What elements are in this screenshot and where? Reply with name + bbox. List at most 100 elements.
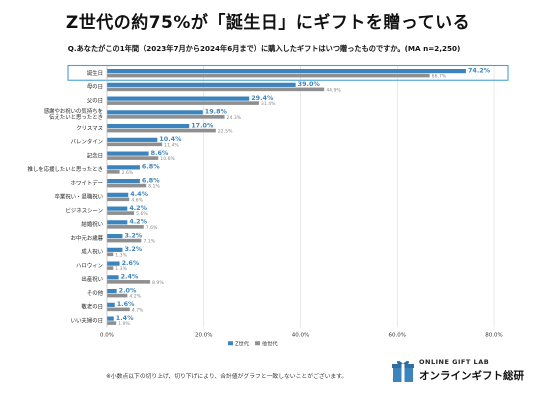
bar-other-generation — [107, 142, 163, 147]
value-label-other-generation: 7.6% — [146, 225, 158, 231]
bar-other-generation — [107, 266, 114, 270]
bar-other-generation — [107, 211, 135, 215]
x-tick-label: 60.0% — [389, 332, 406, 338]
category-label: 記念日 — [87, 151, 103, 159]
value-label-other-generation: 66.7% — [432, 74, 447, 80]
value-label-other-generation: 1.3% — [115, 252, 127, 258]
value-label-z-generation: 8.6% — [151, 149, 169, 157]
bar-other-generation — [107, 238, 142, 243]
category-label: バレンタイン — [71, 138, 103, 146]
value-label-z-generation: 17.0% — [191, 121, 214, 129]
legend-label-other-generation: 他世代 — [262, 339, 278, 347]
legend-swatch-z-generation — [228, 341, 233, 346]
value-label-other-generation: 8.1% — [148, 184, 160, 190]
bar-other-generation — [107, 307, 130, 312]
bar-other-generation — [107, 128, 216, 133]
value-label-other-generation: 1.9% — [118, 321, 130, 327]
value-label-other-generation: 10.6% — [160, 156, 175, 162]
x-tick-label: 40.0% — [292, 332, 309, 338]
value-label-other-generation: 5.6% — [136, 211, 148, 217]
category-label: その他 — [87, 289, 104, 297]
bar-z-generation — [107, 275, 119, 280]
value-label-z-generation: 2.6% — [122, 259, 140, 267]
bar-other-generation — [107, 293, 128, 298]
bar-other-generation — [107, 197, 130, 202]
value-label-z-generation: 1.4% — [116, 314, 134, 322]
value-label-z-generation: 3.2% — [124, 245, 142, 253]
value-label-other-generation: 8.9% — [152, 280, 164, 286]
bar-z-generation — [107, 234, 123, 239]
bar-z-generation — [107, 261, 120, 266]
logo-title: オンラインギフト総研 — [419, 370, 524, 382]
legend-swatch-other-generation — [255, 341, 260, 346]
value-label-other-generation: 4.7% — [132, 307, 144, 313]
x-tick-label: 20.0% — [195, 332, 212, 338]
value-label-z-generation: 2.0% — [119, 286, 137, 294]
value-label-z-generation: 1.6% — [117, 300, 135, 308]
category-label: 結婚祝い — [81, 220, 103, 228]
bar-other-generation — [107, 87, 325, 92]
value-label-z-generation: 6.8% — [142, 176, 160, 184]
headline: Z世代の約75%が「誕生日」にギフトを贈っている — [65, 13, 471, 33]
brand-logo: ONLINE GIFT LAB オンラインギフト総研 — [392, 355, 532, 395]
bar-z-generation — [107, 137, 158, 142]
category-label: いい夫婦の日 — [71, 316, 103, 324]
x-tick-label: 80.0% — [485, 332, 502, 338]
value-label-z-generation: 2.4% — [121, 273, 139, 281]
bar-z-generation — [107, 96, 250, 101]
value-label-z-generation: 3.2% — [124, 231, 142, 239]
bar-z-generation — [107, 316, 114, 321]
value-label-other-generation: 4.2% — [129, 294, 141, 300]
value-label-z-generation: 39.0% — [298, 80, 321, 88]
bar-other-generation — [107, 156, 159, 160]
bar-z-generation — [107, 69, 466, 74]
bar-other-generation — [107, 115, 225, 119]
bar-z-generation — [107, 124, 190, 129]
value-label-other-generation: 44.9% — [326, 87, 341, 93]
value-label-other-generation: 4.6% — [131, 197, 143, 203]
bar-other-generation — [107, 225, 144, 229]
bar-other-generation — [107, 252, 114, 257]
value-label-z-generation: 4.2% — [129, 204, 147, 212]
category-label: 伝えたいと思ったとき — [49, 113, 103, 121]
bar-z-generation — [107, 192, 129, 197]
category-label: 敬老の日 — [81, 303, 103, 311]
value-label-other-generation: 31.4% — [261, 101, 276, 107]
gift-box-icon — [392, 360, 414, 382]
category-label: ホワイトデー — [71, 179, 103, 187]
survey-question: Q.あなたがこの1年間（2023年7月から2024年6月まで）に購入したギフトは… — [67, 44, 461, 53]
category-label: 出産祝い — [81, 275, 103, 283]
bar-z-generation — [107, 220, 128, 225]
bar-z-generation — [107, 151, 149, 156]
bar-z-generation — [107, 302, 115, 307]
value-label-z-generation: 29.4% — [251, 94, 274, 102]
value-label-z-generation: 74.2% — [468, 66, 491, 74]
value-label-other-generation: 22.5% — [218, 129, 233, 135]
bar-other-generation — [107, 280, 151, 284]
bar-z-generation — [107, 206, 128, 211]
value-label-z-generation: 10.4% — [159, 135, 182, 143]
bar-other-generation — [107, 183, 147, 188]
category-label: 卒業祝い・退職祝い — [54, 193, 103, 201]
value-label-other-generation: 11.4% — [164, 142, 179, 148]
bar-z-generation — [107, 179, 140, 184]
value-label-z-generation: 4.2% — [129, 218, 147, 226]
value-label-z-generation: 19.8% — [205, 108, 228, 116]
value-label-z-generation: 4.4% — [130, 190, 148, 198]
bar-other-generation — [107, 101, 259, 105]
bar-other-generation — [107, 73, 430, 78]
category-label: 誕生日 — [87, 69, 103, 77]
bar-z-generation — [107, 165, 140, 170]
logo-subtitle: ONLINE GIFT LAB — [419, 358, 490, 366]
highlight-box — [67, 64, 509, 81]
value-label-other-generation: 1.3% — [115, 266, 127, 272]
bar-z-generation — [107, 247, 123, 252]
bar-other-generation — [107, 321, 117, 325]
category-label: ハロウィン — [76, 261, 103, 269]
category-label: クリスマス — [76, 125, 103, 132]
bar-z-generation — [107, 289, 117, 294]
category-label: ビジネスシーン — [66, 206, 103, 214]
category-label: 成人祝い — [81, 248, 103, 256]
category-label: お中元お歳暮 — [71, 234, 104, 242]
